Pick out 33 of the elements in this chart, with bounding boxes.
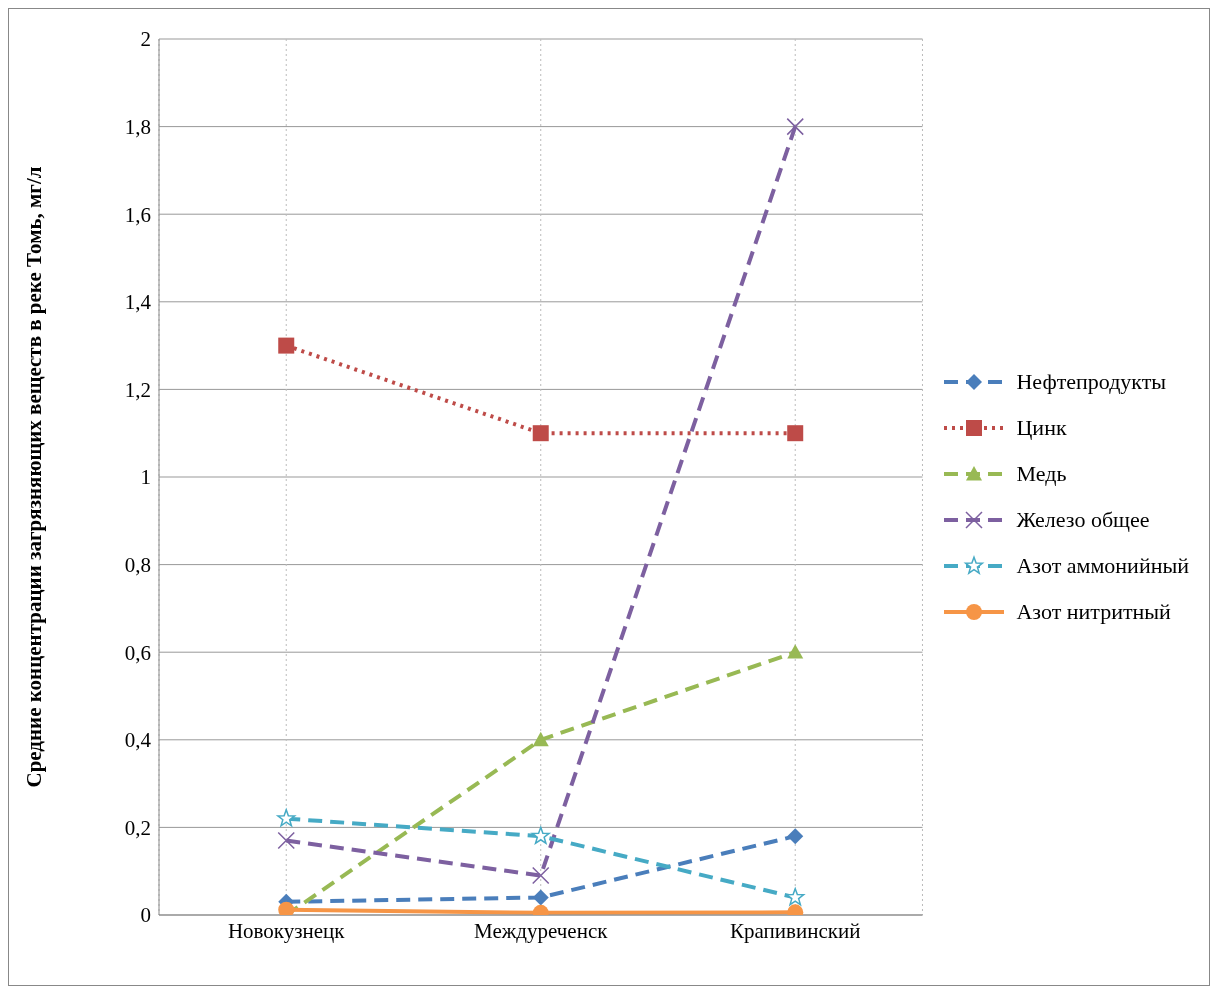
point (277, 831, 295, 850)
y-tick-label: 2 (140, 27, 151, 52)
legend-label: Железо общее (1016, 507, 1150, 533)
point (532, 425, 549, 442)
point (786, 887, 805, 906)
y-tick-label: 1,8 (124, 115, 151, 140)
point (531, 826, 550, 845)
x-tick-label: Междуреченск (474, 918, 609, 943)
y-tick-label: 0,6 (124, 640, 151, 665)
legend-label: Медь (1016, 461, 1067, 487)
legend-label: Азот аммонийный (1016, 553, 1189, 579)
legend-label: Нефтепродукты (1016, 369, 1167, 395)
y-tick-label: 0,8 (124, 553, 151, 578)
point (278, 901, 295, 915)
legend-label: Азот нитритный (1016, 599, 1171, 625)
point (787, 425, 804, 442)
y-tick-label: 0 (140, 903, 151, 928)
x-tick-label: Крапивинский (730, 918, 861, 943)
y-tick-label: 0,4 (124, 728, 152, 753)
point (531, 866, 550, 885)
y-tick-label: 1,2 (124, 377, 151, 402)
point (278, 337, 295, 354)
y-tick-label: 1 (140, 465, 151, 490)
y-axis-title: Средние концентрации загрязняющих веществ в реке Томь, мг/л (22, 166, 47, 788)
legend-label: Цинк (1016, 415, 1067, 441)
y-tick-label: 0,2 (124, 815, 151, 840)
point (277, 809, 296, 827)
x-tick-label: Новокузнецк (227, 918, 346, 943)
point (532, 889, 549, 906)
y-tick-label: 1,6 (124, 202, 151, 227)
point (787, 828, 804, 845)
y-tick-label: 1,4 (124, 290, 152, 315)
point (786, 117, 804, 136)
